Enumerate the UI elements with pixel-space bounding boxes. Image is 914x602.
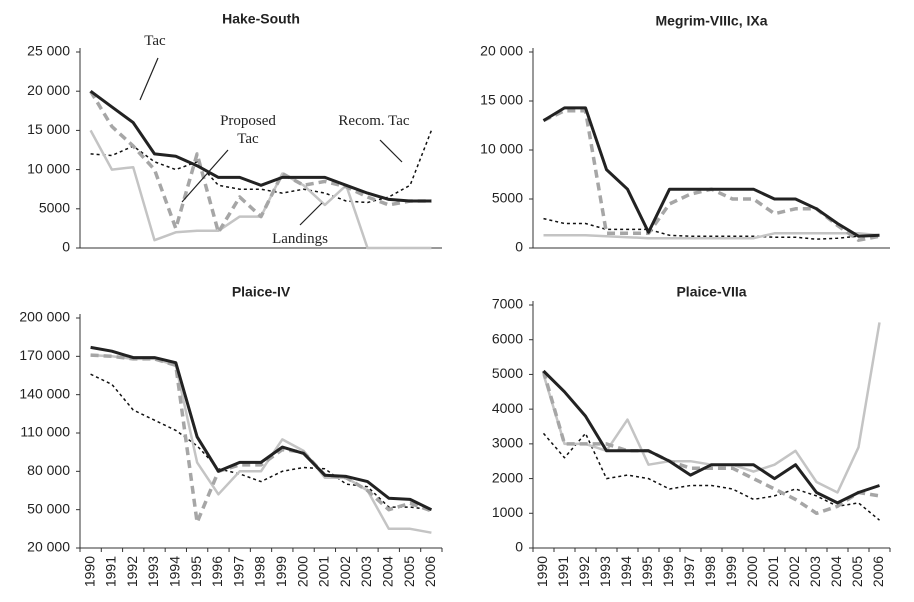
y-tick-label: 15 000 [480,92,523,108]
y-tick-label: 3000 [492,435,523,451]
y-tick-label: 20 000 [27,82,70,98]
annotation-pointer [181,149,229,203]
annotation-pointer [299,202,323,226]
x-tick-label: 1998 [702,556,718,587]
series-line [90,353,432,534]
y-tick-label: 5000 [492,365,523,381]
y-tick-label: 6000 [492,330,523,346]
x-tick-label: 2005 [401,556,417,587]
x-tick-label: 2002 [786,556,802,587]
x-tick-label: 1996 [660,556,676,587]
x-tick-label: 1991 [103,556,119,587]
chart-title: Plaice-IV [232,284,291,300]
series-line [542,106,880,238]
series-line [90,373,432,511]
x-tick-label: 1990 [81,556,97,587]
series-line [541,370,880,516]
x-tick-label: 1992 [124,556,140,587]
x-tick-label: 2002 [337,556,353,587]
y-tick-label: 25 000 [27,43,70,59]
x-tick-label: 1995 [639,556,655,587]
x-tick-label: 2003 [358,556,374,587]
series-line [89,90,432,235]
x-tick-label: 1998 [252,556,268,587]
x-tick-label: 1993 [145,556,161,587]
y-tick-label: 5000 [492,190,523,206]
y-tick-label: 170 000 [19,347,70,363]
y-tick-label: 15 000 [27,121,70,137]
x-tick-label: 1997 [230,556,246,587]
y-tick-label: 0 [515,239,523,255]
y-tick-label: 4000 [492,400,523,416]
x-tick-label: 1994 [167,556,183,587]
series-line [89,89,432,203]
series-line [542,369,880,505]
annotation-pointer [379,139,403,163]
series-line [90,353,432,525]
y-tick-label: 20 000 [27,539,70,555]
chart-title: Hake-South [222,11,300,27]
series-annotation: Tac [144,33,166,49]
x-tick-label: 1999 [273,556,289,587]
y-tick-label: 110 000 [20,424,70,440]
x-tick-label: 2004 [379,556,395,587]
y-tick-label: 10 000 [27,160,70,176]
x-tick-label: 1995 [188,556,204,587]
x-tick-label: 2003 [807,556,823,587]
y-tick-label: 2000 [492,469,523,485]
series-annotation: Recom. Tac [338,113,410,129]
x-tick-label: 2000 [744,556,760,587]
series-annotation: Proposed Tac [220,113,276,147]
x-tick-label: 2006 [870,556,886,587]
series-line [542,432,880,521]
y-tick-label: 200 000 [19,309,70,325]
y-tick-label: 1000 [492,504,523,520]
x-tick-label: 2005 [849,556,865,587]
x-tick-label: 2001 [765,556,781,587]
x-tick-label: 1990 [534,556,550,587]
x-tick-label: 2000 [294,556,310,587]
y-tick-label: 5000 [39,200,70,216]
y-tick-label: 80 000 [27,462,70,478]
x-tick-label: 1996 [209,556,225,587]
chart-title: Megrim-VIIIc, IXa [655,13,767,29]
series-line [543,217,880,240]
x-tick-label: 1999 [723,556,739,587]
y-tick-label: 10 000 [480,141,523,157]
series-line [90,345,433,512]
y-tick-label: 7000 [492,296,523,312]
y-tick-label: 0 [515,539,523,555]
y-tick-label: 20 000 [480,43,523,59]
y-tick-label: 0 [62,239,70,255]
chart-title: Plaice-VIIa [676,284,746,300]
x-tick-label: 1993 [597,556,613,587]
x-tick-label: 2004 [828,556,844,587]
x-tick-label: 1992 [576,556,592,587]
series-line [543,232,880,240]
x-tick-label: 1991 [555,556,571,587]
y-tick-label: 50 000 [27,500,70,516]
x-tick-label: 2006 [422,556,438,587]
y-tick-label: 140 000 [19,385,70,401]
x-tick-label: 1994 [618,556,634,587]
x-tick-label: 1997 [681,556,697,587]
annotation-pointer [139,57,159,101]
x-tick-label: 2001 [316,556,332,587]
series-annotation: Landings [272,231,328,247]
